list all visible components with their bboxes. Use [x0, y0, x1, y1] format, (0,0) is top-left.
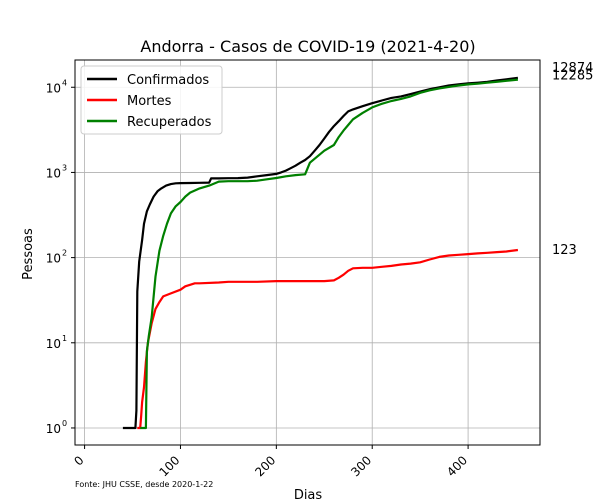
y-tick-label: 10	[46, 81, 61, 95]
legend-label: Confirmados	[127, 73, 209, 88]
grid-lines	[75, 60, 540, 445]
legend-label: Recuperados	[127, 115, 212, 130]
legend: Confirmados Mortes Recuperados	[80, 65, 223, 135]
end-label: 123	[552, 243, 577, 258]
plot-frame	[74, 59, 541, 446]
y-tick-label: 10	[46, 337, 61, 351]
end-label: 12874	[552, 61, 593, 76]
y-tick-label: 10	[46, 422, 61, 436]
y-tick-label: 10	[46, 166, 61, 180]
y-tick-exponent: 1	[62, 334, 67, 343]
series-line-recuperados	[140, 78, 519, 430]
y-tick-exponent: 3	[62, 163, 67, 172]
series-line-confirmados	[122, 76, 519, 430]
chart-title: Andorra - Casos de COVID-19 (2021-4-20)	[140, 37, 475, 56]
x-axis-label: Dias	[294, 488, 323, 500]
y-axis-label: Pessoas	[21, 228, 36, 280]
y-tick-exponent: 2	[62, 249, 67, 258]
legend-label: Mortes	[127, 94, 172, 109]
source-note: Fonte: JHU CSSE, desde 2020-1-22	[75, 480, 213, 489]
legend-box	[80, 65, 223, 135]
y-tick-exponent: 4	[62, 78, 67, 87]
y-tick-exponent: 0	[62, 419, 67, 428]
series-layer	[122, 76, 519, 430]
series-line-mortes	[137, 248, 519, 430]
end-label: 12285	[552, 69, 593, 84]
y-tick-label: 10	[46, 252, 61, 266]
